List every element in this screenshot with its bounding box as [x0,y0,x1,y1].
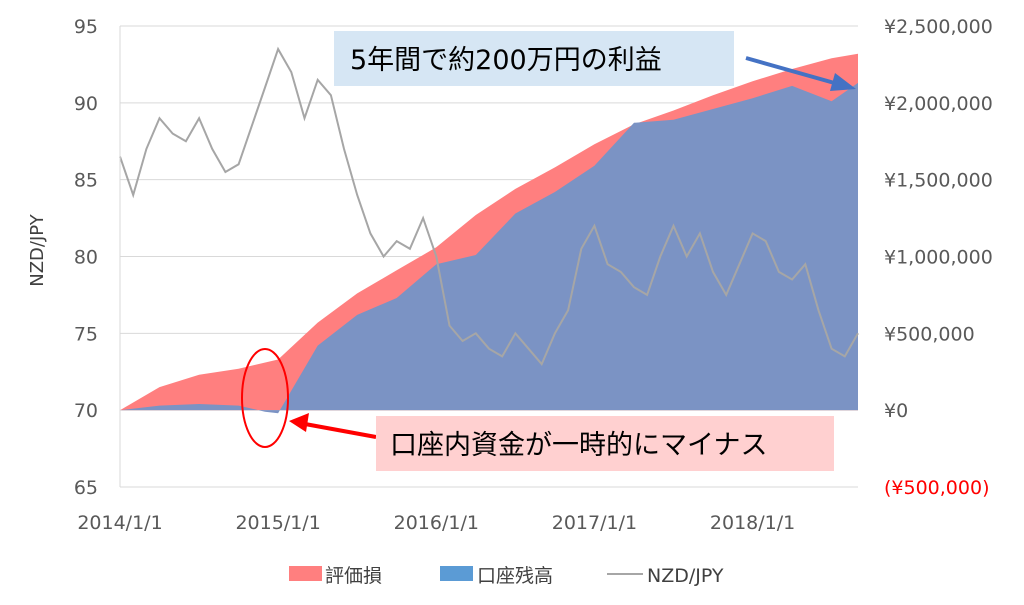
right-axis-ticks: ¥2,500,000 ¥2,000,000 ¥1,500,000 ¥1,000,000… [884,16,993,499]
legend-label-balance: 口座残高 [477,565,553,587]
profit-annotation-text: 5年間で約200万円の利益 [350,45,662,76]
legend-swatch-unrealized [289,566,322,581]
profit-arrow [745,56,839,86]
profit-arrow-head [830,73,856,91]
x-axis-ticks: 2014/1/1 2015/1/1 2016/1/1 2017/1/1 2018/1/1 [77,512,795,534]
x-tick-label: 2017/1/1 [552,512,637,534]
negative-annotation-text: 口座内資金が一時的にマイナス [390,430,767,461]
y-tick-label: 90 [74,93,98,115]
negative-arrow-head [289,413,309,432]
y-axis-title: NZD/JPY [27,213,48,286]
negative-annotation-box [376,416,834,471]
negative-arrow [304,422,377,439]
legend-label-rate: NZD/JPY [647,565,724,587]
legend-swatch-balance [440,566,473,581]
legend-label-unrealized: 評価損 [325,565,382,587]
y2-tick-label: ¥2,500,000 [884,16,993,38]
account-balance-area [120,82,858,414]
x-tick-label: 2018/1/1 [710,512,795,534]
profit-annotation-box [334,31,734,86]
y-tick-label: 70 [74,400,98,422]
y2-tick-label: ¥0 [884,400,908,422]
nzdjpy-rate-line [119,46,859,366]
y2-tick-label: ¥1,000,000 [884,247,993,269]
y2-tick-label: ¥500,000 [884,323,975,345]
y-tick-label: 85 [74,170,98,192]
y2-tick-label-negative: (¥500,000) [884,477,989,499]
area-series [120,53,858,414]
y2-tick-label: ¥1,500,000 [884,170,993,192]
y-tick-label: 80 [74,247,98,269]
x-tick-label: 2016/1/1 [394,512,479,534]
x-tick-label: 2015/1/1 [235,512,320,534]
y2-tick-label: ¥2,000,000 [884,93,993,115]
negative-balance-circle [241,348,289,448]
y-tick-label: 75 [74,323,98,345]
x-tick-label: 2014/1/1 [77,512,162,534]
legend: 評価損 口座残高 NZD/JPY [289,565,724,587]
left-axis-ticks: 95 90 85 80 75 70 65 [74,16,98,499]
y-tick-label: 95 [74,16,98,38]
y-tick-label: 65 [74,477,98,499]
